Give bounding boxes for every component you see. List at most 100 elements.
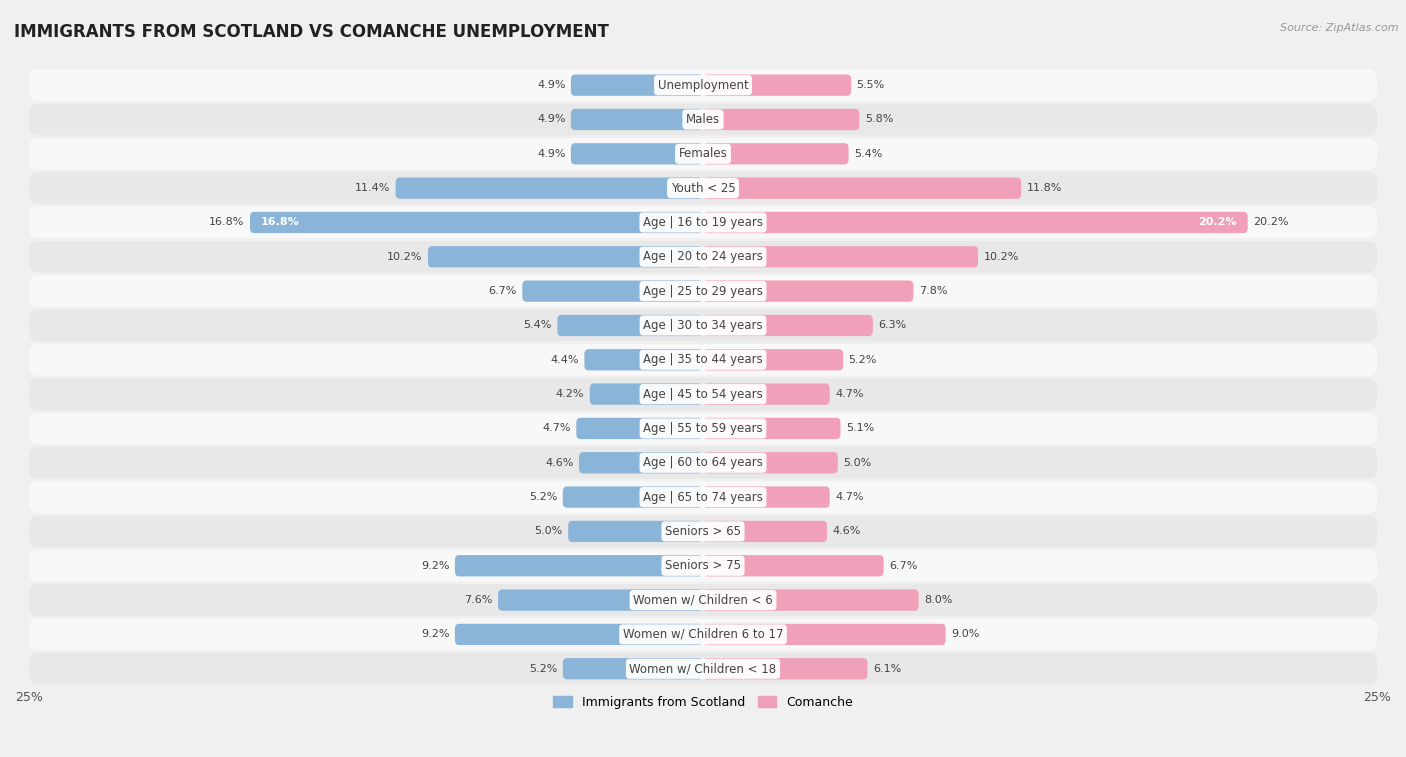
Text: Age | 45 to 54 years: Age | 45 to 54 years	[643, 388, 763, 400]
Text: Age | 25 to 29 years: Age | 25 to 29 years	[643, 285, 763, 298]
Text: Women w/ Children < 18: Women w/ Children < 18	[630, 662, 776, 675]
Text: Seniors > 75: Seniors > 75	[665, 559, 741, 572]
Text: Age | 55 to 59 years: Age | 55 to 59 years	[643, 422, 763, 435]
Text: 6.7%: 6.7%	[889, 561, 918, 571]
Text: 4.2%: 4.2%	[555, 389, 585, 399]
FancyBboxPatch shape	[30, 516, 1376, 547]
Text: 5.2%: 5.2%	[849, 355, 877, 365]
Text: 4.9%: 4.9%	[537, 114, 565, 124]
Text: 4.7%: 4.7%	[835, 492, 863, 502]
FancyBboxPatch shape	[585, 349, 703, 370]
FancyBboxPatch shape	[703, 315, 873, 336]
FancyBboxPatch shape	[30, 447, 1376, 478]
Text: 10.2%: 10.2%	[983, 252, 1019, 262]
Text: 5.1%: 5.1%	[846, 423, 875, 434]
Text: 9.2%: 9.2%	[420, 561, 450, 571]
FancyBboxPatch shape	[703, 384, 830, 405]
FancyBboxPatch shape	[30, 276, 1376, 307]
FancyBboxPatch shape	[30, 550, 1376, 581]
Text: 5.0%: 5.0%	[534, 526, 562, 537]
FancyBboxPatch shape	[571, 74, 703, 96]
FancyBboxPatch shape	[562, 658, 703, 679]
Text: 4.6%: 4.6%	[832, 526, 860, 537]
Text: 11.8%: 11.8%	[1026, 183, 1062, 193]
Text: 4.6%: 4.6%	[546, 458, 574, 468]
FancyBboxPatch shape	[427, 246, 703, 267]
FancyBboxPatch shape	[703, 74, 851, 96]
Text: 4.7%: 4.7%	[543, 423, 571, 434]
Text: Women w/ Children < 6: Women w/ Children < 6	[633, 593, 773, 606]
FancyBboxPatch shape	[30, 310, 1376, 341]
Text: 4.9%: 4.9%	[537, 149, 565, 159]
FancyBboxPatch shape	[30, 618, 1376, 650]
FancyBboxPatch shape	[30, 413, 1376, 444]
FancyBboxPatch shape	[30, 584, 1376, 616]
FancyBboxPatch shape	[30, 173, 1376, 204]
FancyBboxPatch shape	[579, 452, 703, 473]
Text: 11.4%: 11.4%	[354, 183, 391, 193]
Text: 8.0%: 8.0%	[924, 595, 952, 605]
Text: Seniors > 65: Seniors > 65	[665, 525, 741, 538]
FancyBboxPatch shape	[30, 481, 1376, 513]
Text: Age | 20 to 24 years: Age | 20 to 24 years	[643, 251, 763, 263]
Text: 4.7%: 4.7%	[835, 389, 863, 399]
Text: Unemployment: Unemployment	[658, 79, 748, 92]
FancyBboxPatch shape	[703, 452, 838, 473]
FancyBboxPatch shape	[557, 315, 703, 336]
Text: 9.0%: 9.0%	[950, 629, 980, 640]
Text: 7.8%: 7.8%	[918, 286, 948, 296]
FancyBboxPatch shape	[703, 418, 841, 439]
Text: 6.7%: 6.7%	[488, 286, 517, 296]
FancyBboxPatch shape	[498, 590, 703, 611]
FancyBboxPatch shape	[395, 177, 703, 199]
FancyBboxPatch shape	[562, 487, 703, 508]
Text: 5.5%: 5.5%	[856, 80, 884, 90]
FancyBboxPatch shape	[30, 378, 1376, 410]
FancyBboxPatch shape	[571, 109, 703, 130]
FancyBboxPatch shape	[456, 624, 703, 645]
FancyBboxPatch shape	[703, 281, 914, 302]
Text: 6.1%: 6.1%	[873, 664, 901, 674]
Text: 5.0%: 5.0%	[844, 458, 872, 468]
FancyBboxPatch shape	[30, 653, 1376, 684]
FancyBboxPatch shape	[703, 521, 827, 542]
Text: Males: Males	[686, 113, 720, 126]
Text: Age | 65 to 74 years: Age | 65 to 74 years	[643, 491, 763, 503]
Text: IMMIGRANTS FROM SCOTLAND VS COMANCHE UNEMPLOYMENT: IMMIGRANTS FROM SCOTLAND VS COMANCHE UNE…	[14, 23, 609, 41]
Text: 10.2%: 10.2%	[387, 252, 423, 262]
Text: 4.4%: 4.4%	[551, 355, 579, 365]
Text: 5.4%: 5.4%	[523, 320, 553, 331]
Text: 5.2%: 5.2%	[529, 492, 557, 502]
FancyBboxPatch shape	[703, 590, 918, 611]
Text: 16.8%: 16.8%	[262, 217, 299, 227]
FancyBboxPatch shape	[703, 349, 844, 370]
FancyBboxPatch shape	[30, 344, 1376, 375]
Text: Females: Females	[679, 148, 727, 160]
Text: 5.2%: 5.2%	[529, 664, 557, 674]
Text: 9.2%: 9.2%	[420, 629, 450, 640]
FancyBboxPatch shape	[703, 658, 868, 679]
FancyBboxPatch shape	[30, 241, 1376, 273]
FancyBboxPatch shape	[30, 70, 1376, 101]
FancyBboxPatch shape	[30, 138, 1376, 170]
Text: Youth < 25: Youth < 25	[671, 182, 735, 195]
FancyBboxPatch shape	[523, 281, 703, 302]
FancyBboxPatch shape	[703, 177, 1021, 199]
Legend: Immigrants from Scotland, Comanche: Immigrants from Scotland, Comanche	[548, 690, 858, 714]
FancyBboxPatch shape	[703, 487, 830, 508]
Text: 5.4%: 5.4%	[853, 149, 883, 159]
FancyBboxPatch shape	[703, 143, 849, 164]
FancyBboxPatch shape	[568, 521, 703, 542]
FancyBboxPatch shape	[703, 109, 859, 130]
FancyBboxPatch shape	[703, 246, 979, 267]
Text: Source: ZipAtlas.com: Source: ZipAtlas.com	[1281, 23, 1399, 33]
FancyBboxPatch shape	[250, 212, 703, 233]
Text: 20.2%: 20.2%	[1198, 217, 1237, 227]
FancyBboxPatch shape	[703, 212, 1247, 233]
FancyBboxPatch shape	[30, 207, 1376, 238]
Text: 16.8%: 16.8%	[209, 217, 245, 227]
FancyBboxPatch shape	[30, 104, 1376, 136]
FancyBboxPatch shape	[703, 624, 946, 645]
FancyBboxPatch shape	[703, 555, 883, 576]
Text: 6.3%: 6.3%	[879, 320, 907, 331]
